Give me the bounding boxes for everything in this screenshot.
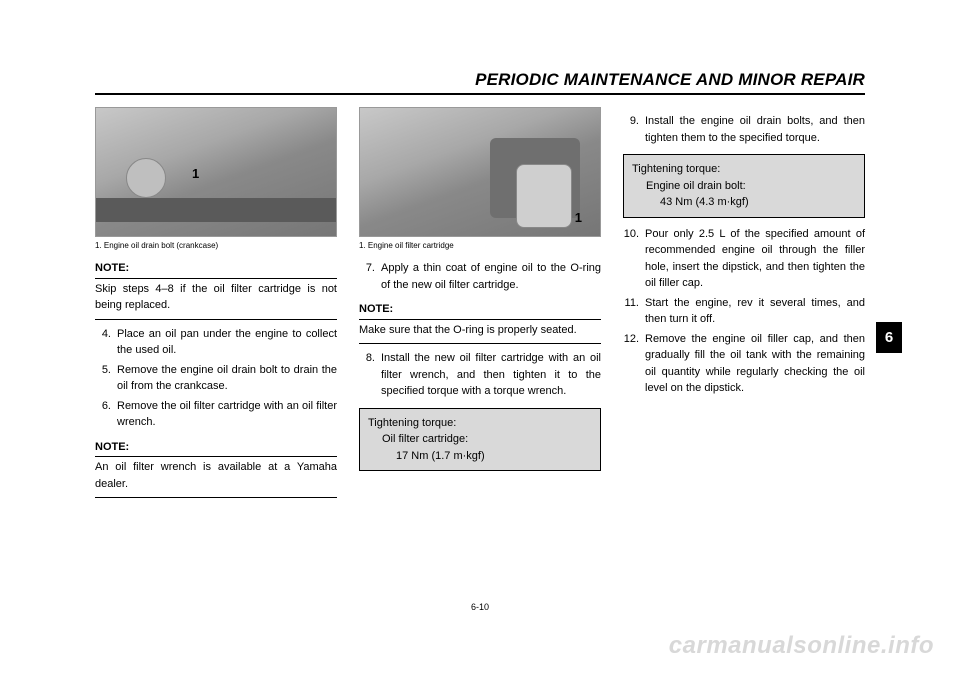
note-body: An oil filter wrench is available at a Y… [95, 459, 337, 498]
steps-list: 7.Apply a thin coat of engine oil to the… [359, 260, 601, 293]
step-item: 7.Apply a thin coat of engine oil to the… [359, 260, 601, 293]
torque-label: Tightening torque: [632, 161, 856, 178]
column-2: 1 1. Engine oil filter cartridge 7.Apply… [359, 107, 601, 504]
torque-value: 17 Nm (1.7 m·kgf) [368, 448, 592, 465]
figure-oil-filter: 1 [359, 107, 601, 237]
figure-drain-bolt: 1 [95, 107, 337, 237]
page-title: PERIODIC MAINTENANCE AND MINOR REPAIR [95, 70, 865, 95]
torque-value: 43 Nm (4.3 m·kgf) [632, 194, 856, 211]
page-number: 6-10 [0, 602, 960, 612]
figure-caption-2: 1. Engine oil filter cartridge [359, 240, 601, 252]
note-heading: NOTE: [95, 439, 337, 458]
step-item: 10.Pour only 2.5 L of the specified amou… [623, 226, 865, 292]
step-item: 11.Start the engine, rev it several time… [623, 295, 865, 328]
column-3: 9.Install the engine oil drain bolts, an… [623, 107, 865, 504]
steps-list: 9.Install the engine oil drain bolts, an… [623, 113, 865, 146]
figure-label-1: 1 [192, 164, 199, 184]
step-item: 5.Remove the engine oil drain bolt to dr… [95, 362, 337, 395]
step-item: 9.Install the engine oil drain bolts, an… [623, 113, 865, 146]
note-heading: NOTE: [359, 301, 601, 320]
content-columns: 1 1. Engine oil drain bolt (crankcase) N… [95, 107, 865, 504]
step-item: 6.Remove the oil filter cartridge with a… [95, 398, 337, 431]
step-item: 12.Remove the engine oil filler cap, and… [623, 331, 865, 397]
steps-list: 4.Place an oil pan under the engine to c… [95, 326, 337, 431]
torque-spec-box: Tightening torque: Engine oil drain bolt… [623, 154, 865, 218]
steps-list: 10.Pour only 2.5 L of the specified amou… [623, 226, 865, 397]
step-item: 4.Place an oil pan under the engine to c… [95, 326, 337, 359]
note-body: Make sure that the O-ring is properly se… [359, 322, 601, 345]
figure-label-1: 1 [575, 208, 582, 228]
column-1: 1 1. Engine oil drain bolt (crankcase) N… [95, 107, 337, 504]
torque-spec-box: Tightening torque: Oil filter cartridge:… [359, 408, 601, 472]
note-heading: NOTE: [95, 260, 337, 279]
step-item: 8.Install the new oil filter cartridge w… [359, 350, 601, 400]
steps-list: 8.Install the new oil filter cartridge w… [359, 350, 601, 400]
note-body: Skip steps 4–8 if the oil filter cartrid… [95, 281, 337, 320]
figure-caption-1: 1. Engine oil drain bolt (crankcase) [95, 240, 337, 252]
section-tab: 6 [876, 322, 902, 353]
torque-sub: Engine oil drain bolt: [632, 178, 856, 195]
torque-label: Tightening torque: [368, 415, 592, 432]
watermark: carmanualsonline.info [669, 632, 934, 660]
manual-page: PERIODIC MAINTENANCE AND MINOR REPAIR 1 … [0, 0, 960, 678]
torque-sub: Oil filter cartridge: [368, 431, 592, 448]
